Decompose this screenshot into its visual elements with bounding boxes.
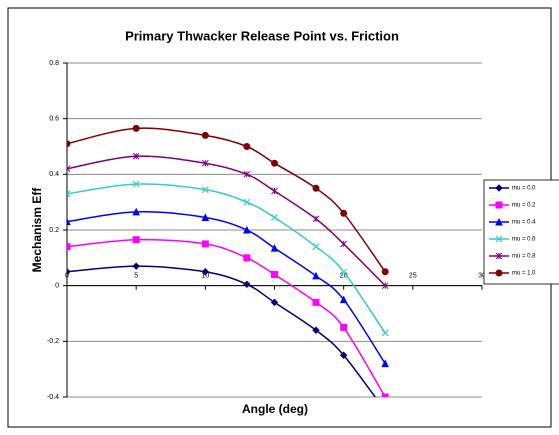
marker [381,268,389,276]
marker [312,298,320,306]
marker [67,190,71,198]
y-tick-label: 0 [55,283,59,290]
y-tick-label: 0.2 [49,227,59,234]
marker [67,268,71,276]
legend-label: mu = 0.2 [512,203,536,209]
x-tick-label: 0 [65,273,69,280]
marker [381,329,389,337]
marker [381,359,389,368]
y-tick-label: -0.4 [47,394,59,401]
y-tick-label: 0.6 [49,116,59,123]
x-axis-label: Angle (deg) [242,402,308,416]
marker [271,271,278,279]
marker [132,152,140,160]
marker [132,236,140,244]
marker [495,235,503,243]
marker [340,240,348,248]
marker [201,268,210,276]
marker [340,323,348,331]
marker [271,187,278,195]
marker [67,140,71,148]
marker [270,243,279,252]
y-axis-label: Mechanism Eff [30,187,44,273]
legend: mu = 0.0 mu = 0.2 mu = 0.4 mu = 0.6 mu = 0.8… [483,179,559,285]
marker [243,280,251,288]
marker [201,213,210,221]
marker [243,225,251,234]
marker [271,159,278,167]
marker [312,215,320,223]
marker [495,252,503,260]
marker [243,198,251,206]
marker [201,186,209,194]
marker [312,184,320,192]
marker [67,165,71,173]
marker [340,209,348,217]
plot-area [67,124,389,397]
marker [312,243,320,251]
marker [243,170,251,178]
marker [495,217,503,226]
y-tick-label: 0.4 [49,171,59,178]
marker [271,214,278,221]
legend-label: mu = 0.0 [512,186,536,192]
x-tick-label: 5 [134,273,138,280]
legend-label: mu = 0.4 [512,220,536,226]
marker [201,159,209,167]
chart-title: Primary Thwacker Release Point vs. Frict… [125,28,399,43]
marker [495,201,503,209]
legend-label: mu = 0.6 [512,237,536,243]
marker [312,271,320,280]
grid: -0.4-0.200.20.40.60.8051015202530 [47,60,486,401]
marker [339,351,348,359]
marker [201,131,209,139]
x-tick-label: 10 [201,273,209,280]
marker [381,282,389,290]
marker [312,326,320,334]
marker [132,124,140,132]
legend-box [483,179,559,285]
y-tick-label: 0.8 [49,60,59,67]
marker [495,184,503,192]
y-tick-label: -0.2 [47,338,59,345]
chart-frame [7,7,552,428]
marker [67,243,71,251]
legend-label: mu = 1.0 [512,271,536,277]
marker [243,254,251,262]
legend-label: mu = 0.8 [512,254,536,260]
marker [132,207,140,216]
x-tick-label: 25 [409,273,417,280]
marker [381,393,389,397]
marker [243,143,251,150]
marker [132,180,140,188]
marker [201,240,209,248]
marker [132,262,140,270]
marker [339,295,348,304]
marker [67,217,71,226]
marker [340,268,348,276]
marker [270,298,279,307]
x-tick-label: 30 [478,273,486,280]
x-tick-label: 20 [340,273,348,280]
marker [495,269,503,277]
